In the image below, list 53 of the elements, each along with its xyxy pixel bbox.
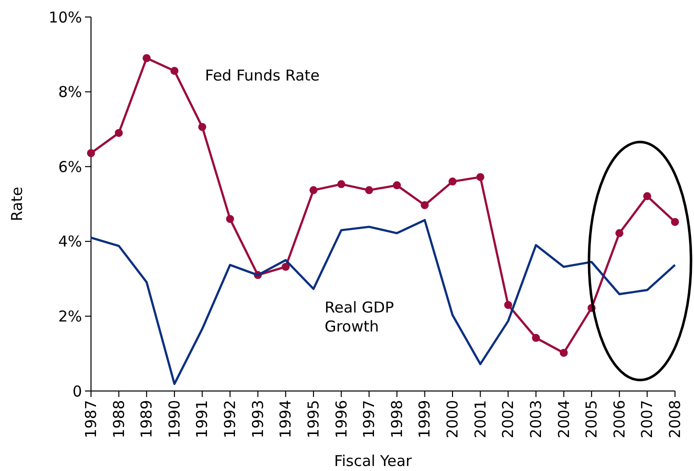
point xyxy=(170,66,178,75)
y-tick-label: 6% xyxy=(58,158,82,176)
x-tick-label: 2001 xyxy=(471,400,490,438)
point xyxy=(114,128,123,137)
point xyxy=(282,262,290,271)
point xyxy=(309,186,318,194)
point xyxy=(337,180,346,188)
line-series xyxy=(90,218,676,385)
x-tick-label: 1997 xyxy=(360,400,378,438)
x-tick-label: 2000 xyxy=(444,400,462,438)
x-tick-label: 2003 xyxy=(526,400,545,438)
x-tick-label: 2004 xyxy=(554,400,573,438)
x-tick-label: 1999 xyxy=(416,400,434,438)
point xyxy=(198,122,206,131)
point xyxy=(615,229,624,238)
point xyxy=(365,186,374,194)
point xyxy=(87,149,95,158)
point xyxy=(532,334,540,342)
x-tick-label: 1987 xyxy=(82,400,100,438)
series-label: Fed Funds Rate xyxy=(205,66,320,85)
x-tick-label: 1991 xyxy=(193,400,212,438)
y-tick-label: 8% xyxy=(58,83,82,102)
x-axis-title: Fiscal Year xyxy=(334,452,413,470)
x-tick-label: 1996 xyxy=(332,400,350,438)
x-tick-label: 1993 xyxy=(248,400,267,438)
x-tick-label: 1992 xyxy=(221,400,240,438)
point xyxy=(420,201,429,210)
x-tick-label: 1990 xyxy=(165,400,184,438)
x-tick-label: 1995 xyxy=(304,400,322,438)
point xyxy=(476,173,484,182)
series-label: Real GDP Growth xyxy=(324,298,394,336)
point xyxy=(504,300,512,309)
x-tick-label: 2006 xyxy=(610,400,628,438)
x-tick-label: 2008 xyxy=(666,400,684,438)
x-tick-label: 1994 xyxy=(276,400,295,438)
point xyxy=(643,192,652,200)
x-tick-label: 1988 xyxy=(110,400,128,438)
y-tick-label: 4% xyxy=(58,232,82,251)
y-tick-label: 0 xyxy=(72,382,82,400)
x-tick-label: 2005 xyxy=(582,400,601,438)
point xyxy=(671,218,679,226)
point xyxy=(560,348,568,357)
point xyxy=(226,214,234,223)
y-tick-label: 10% xyxy=(48,8,82,26)
y-axis-title: Rate xyxy=(8,186,26,222)
x-tick-label: 1998 xyxy=(388,400,406,438)
x-tick-label: 2002 xyxy=(499,400,518,438)
point xyxy=(392,181,401,190)
y-tick-label: 2% xyxy=(58,307,82,326)
x-tick-label: 1989 xyxy=(138,400,156,438)
x-tick-label: 2007 xyxy=(638,400,656,438)
point xyxy=(448,178,457,186)
point xyxy=(142,54,151,62)
